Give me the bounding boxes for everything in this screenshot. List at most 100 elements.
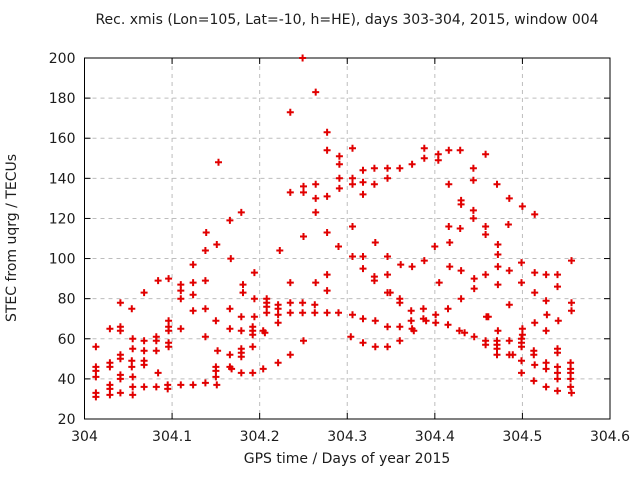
data-point [189,307,197,315]
data-point [542,327,550,335]
data-point [359,190,367,198]
data-point [407,307,415,315]
data-point [323,309,331,317]
data-point [201,305,209,313]
data-point [106,363,114,371]
data-point [215,158,222,166]
data-point [349,311,356,319]
data-point [422,317,430,325]
data-point [189,291,197,299]
data-point [384,323,391,331]
data-point [177,287,185,295]
data-point [286,108,294,116]
data-point [276,247,284,254]
data-point [300,233,307,240]
data-point [335,160,343,168]
data-point [263,303,271,311]
data-point [531,319,539,327]
x-tick-label: 304.1 [152,429,192,445]
data-point [384,271,391,279]
data-point [177,325,185,333]
data-point [323,287,331,295]
data-point [482,341,490,349]
data-point [249,369,257,377]
data-point [212,367,220,375]
data-point [299,299,307,307]
y-tick-label: 80 [58,292,76,308]
data-point [129,345,137,353]
data-point [384,253,391,260]
data-point [371,239,379,246]
data-point [250,295,258,303]
data-point [300,182,307,190]
data-point [431,243,439,250]
data-point [435,279,443,287]
data-point [461,329,469,337]
data-point [164,385,172,393]
data-point [408,160,416,168]
data-point [359,178,367,186]
y-tick-label: 120 [49,211,76,227]
data-point [434,156,442,164]
data-point [347,333,355,341]
data-point [469,164,477,172]
data-point [396,164,404,172]
data-point [494,251,502,258]
data-point [518,369,525,377]
data-point [444,321,452,329]
data-point [518,202,526,210]
data-point [518,357,525,365]
data-point [250,313,258,321]
data-point [154,369,162,377]
data-point [494,281,502,289]
data-point [323,146,331,154]
data-point [554,363,561,371]
data-point [152,347,160,355]
data-point [212,317,220,325]
data-point [518,279,525,287]
data-point [505,267,513,275]
data-point [493,180,501,188]
data-point [432,311,440,319]
data-point [542,359,550,367]
data-point [568,389,575,397]
data-point [444,305,452,313]
data-point [140,337,148,345]
gridlines-layer [84,58,610,419]
data-point [201,379,209,387]
x-tick-label: 304.2 [240,429,280,445]
data-point [349,253,356,260]
data-point [140,289,148,297]
data-point [384,174,391,182]
data-point [554,369,561,377]
data-point [152,337,160,345]
x-tick-label: 304.3 [327,429,367,445]
data-point [226,216,234,224]
data-point [554,271,561,279]
data-point [323,271,331,279]
data-point [432,319,440,327]
data-point [470,275,478,283]
x-axis-label: GPS time / Days of year 2015 [244,451,451,467]
data-point [140,347,148,355]
data-point [434,150,442,158]
data-point [129,373,137,381]
data-point [359,253,367,260]
data-point [482,223,490,230]
data-point [201,247,209,254]
data-point [92,373,100,381]
data-point [226,351,234,359]
data-point [286,351,294,359]
data-point [530,377,538,385]
data-point [542,365,550,373]
data-point [129,335,137,343]
data-point [482,150,490,158]
data-point [518,325,526,333]
data-point [518,259,525,267]
data-point [349,180,356,188]
data-point [493,345,501,353]
data-point [165,343,173,351]
data-point [165,327,173,335]
data-point [116,375,124,383]
data-point [554,283,561,291]
